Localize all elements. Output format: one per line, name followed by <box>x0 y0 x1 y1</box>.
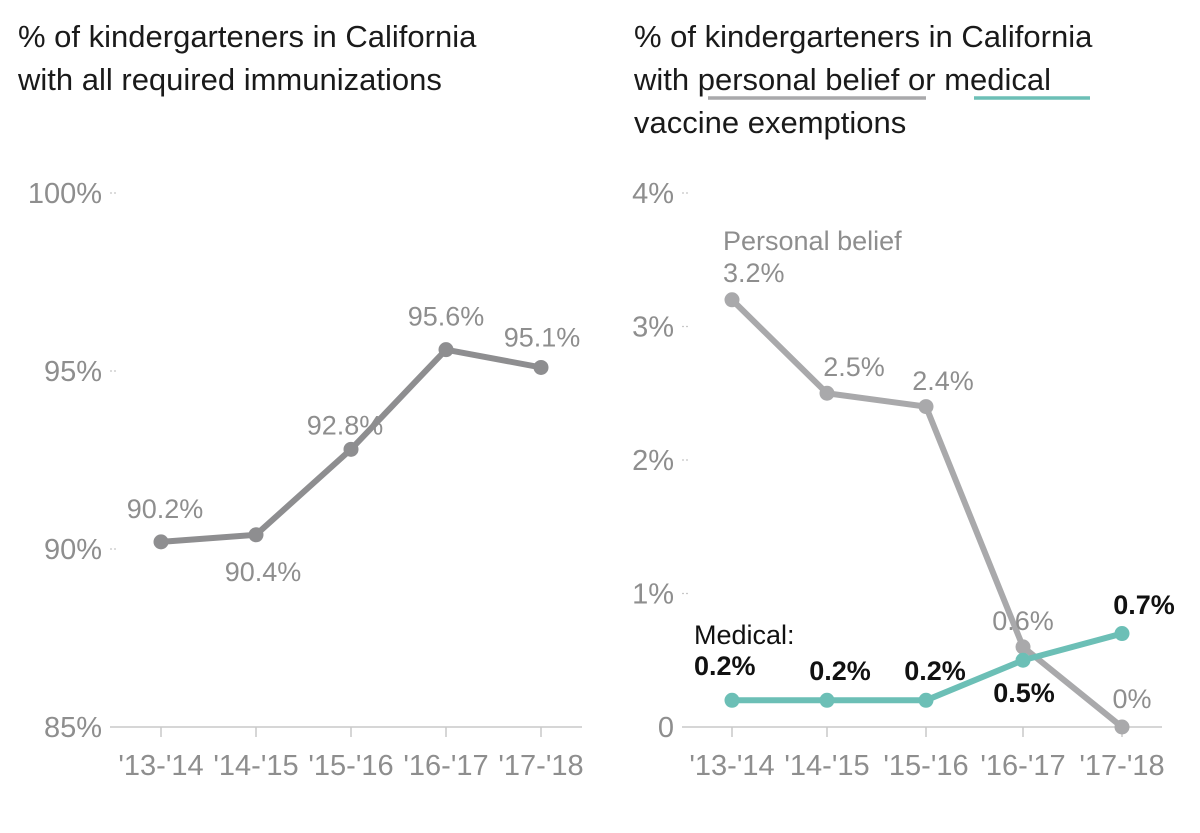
medical-value-label: 0.5% <box>993 678 1055 708</box>
title-medical: medical <box>944 62 1051 97</box>
right-chart-title-line2: with personal belief or medical <box>633 62 1051 97</box>
left-x-tick-label: '17-'18 <box>498 750 583 782</box>
immunization-point <box>438 342 454 358</box>
medical-value-label: 0.7% <box>1113 590 1175 620</box>
left-y-tick-label: 95% <box>44 356 102 388</box>
personal-belief-point <box>724 292 740 308</box>
right-x-tick-label: '13-'14 <box>689 750 774 782</box>
personal-belief-point <box>918 399 934 415</box>
title-or: or <box>899 62 944 97</box>
immunization-value-label: 95.6% <box>408 302 485 332</box>
personal-belief-value-label: 2.5% <box>823 352 885 382</box>
right-y-tick-label: 0 <box>658 712 674 744</box>
medical-point <box>819 692 835 708</box>
personal-belief-value-label: 2.4% <box>912 366 974 396</box>
medical-value-label: 0.2% <box>904 656 966 686</box>
medical-value-label: 0.2% <box>809 656 871 686</box>
right-y-tick-label: 4% <box>632 178 674 210</box>
left-y-tick-label: 90% <box>44 534 102 566</box>
left-x-tick-label: '16-'17 <box>403 750 488 782</box>
immunization-point <box>533 359 549 375</box>
personal-belief-point <box>1015 639 1031 655</box>
right-x-tick-label: '16-'17 <box>980 750 1065 782</box>
medical-value-label: 0.2% <box>694 651 756 681</box>
left-chart: 100% 95% 90% 85% '13-'14 '14-'15 '15-'16 '16-'1… <box>28 178 584 782</box>
title-personal-belief: personal belief <box>698 62 900 97</box>
left-chart-title-line1: % of kindergarteners in California <box>18 19 477 54</box>
right-chart-title-line1: % of kindergarteners in California <box>634 19 1093 54</box>
immunization-point <box>153 534 169 550</box>
personal-belief-point <box>819 385 835 401</box>
right-chart-title-line3: vaccine exemptions <box>634 105 906 140</box>
medical-point <box>1114 626 1130 642</box>
personal-belief-point <box>1114 719 1130 735</box>
medical-series-label: Medical: <box>694 620 795 650</box>
right-y-tick-label: 3% <box>632 312 674 344</box>
left-x-tick-label: '15-'16 <box>308 750 393 782</box>
right-y-tick-label: 2% <box>632 445 674 477</box>
immunization-value-label: 90.4% <box>225 557 302 587</box>
medical-point <box>918 692 934 708</box>
immunization-point <box>343 441 359 457</box>
immunization-value-label: 92.8% <box>307 410 384 440</box>
personal-belief-value-label: 0.6% <box>992 606 1054 636</box>
left-x-tick-label: '14-'15 <box>213 750 298 782</box>
immunization-value-label: 90.2% <box>127 494 204 524</box>
personal-belief-series-label: Personal belief <box>723 226 902 256</box>
right-x-tick-label: '17-'18 <box>1079 750 1164 782</box>
left-x-tick-label: '13-'14 <box>118 750 203 782</box>
title-prefix: with <box>633 62 698 97</box>
personal-belief-value-label: 0% <box>1112 684 1151 714</box>
left-y-tick-label: 100% <box>28 178 102 210</box>
immunization-value-label: 95.1% <box>504 322 581 352</box>
medical-point <box>1015 652 1031 668</box>
personal-belief-value-label: 3.2% <box>723 258 785 288</box>
left-y-tick-label: 85% <box>44 712 102 744</box>
right-y-tick-label: 1% <box>632 579 674 611</box>
right-chart: 4% 3% 2% 1% 0 '13-'14 '14-'15 '15-'16 '16-'17 '17… <box>632 178 1175 782</box>
right-x-tick-label: '14-'15 <box>784 750 869 782</box>
immunization-point <box>248 527 264 543</box>
right-x-tick-label: '15-'16 <box>883 750 968 782</box>
medical-point <box>724 692 740 708</box>
left-chart-title-line2: with all required immunizations <box>17 62 442 97</box>
